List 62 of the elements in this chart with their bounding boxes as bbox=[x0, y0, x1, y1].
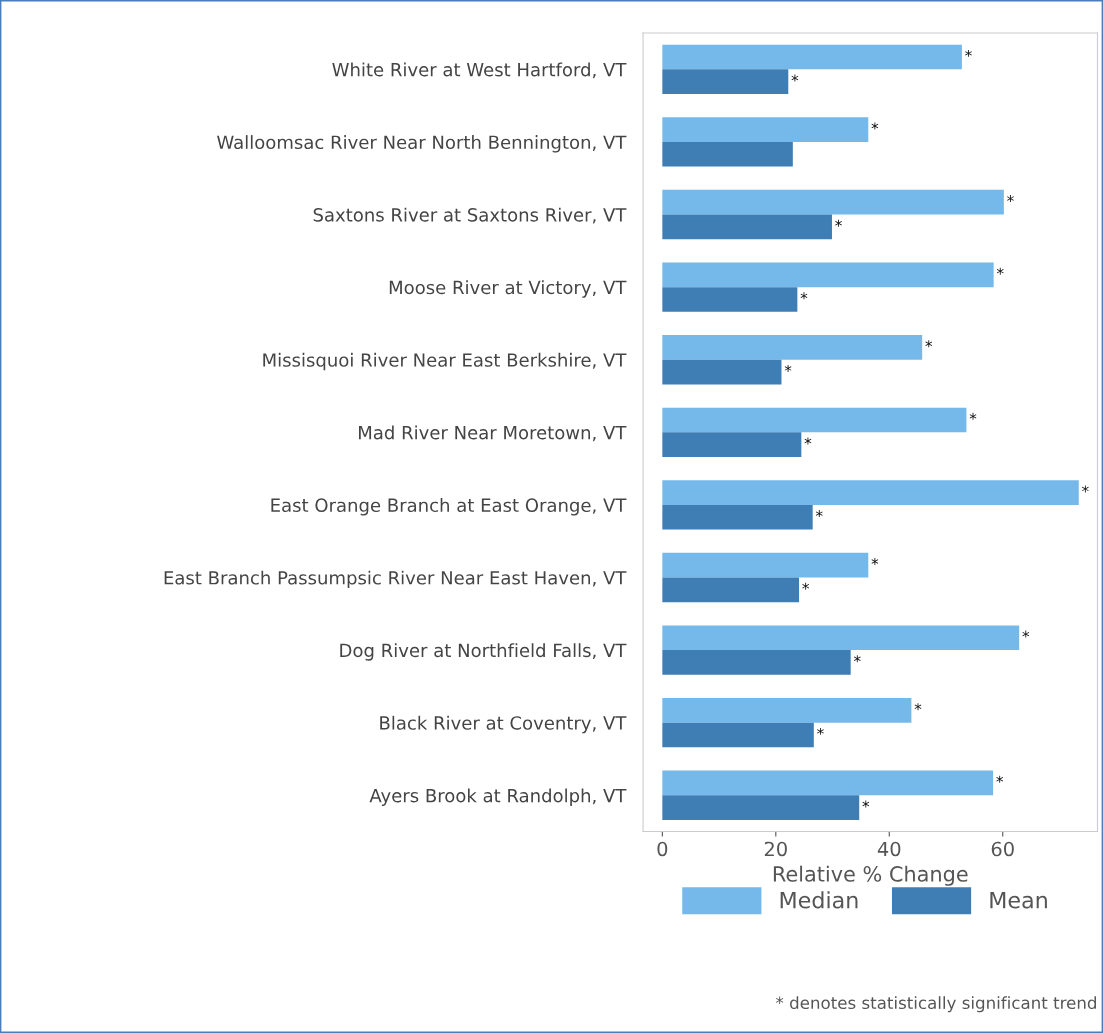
legend-label: Mean bbox=[990, 891, 1047, 909]
data-label: * bbox=[817, 727, 824, 735]
x-axis-title: Relative % Change bbox=[773, 865, 968, 886]
data-label: * bbox=[862, 800, 870, 808]
bar bbox=[662, 432, 802, 457]
bar bbox=[662, 335, 923, 360]
data-label: * bbox=[871, 122, 879, 130]
x-tick-label: 60 bbox=[991, 841, 1014, 857]
x-tick-label: 40 bbox=[877, 841, 901, 857]
y-tick-label: Saxtons River at Saxtons River, VT bbox=[313, 207, 627, 224]
data-label: * bbox=[804, 437, 812, 445]
bar bbox=[662, 189, 1004, 215]
data-label: * bbox=[835, 219, 842, 227]
data-label: * bbox=[969, 412, 977, 420]
legend-label: Median bbox=[780, 891, 858, 909]
bar bbox=[662, 262, 994, 288]
y-tick-label: Black River at Coventry, VT bbox=[380, 715, 627, 734]
bar bbox=[662, 214, 832, 240]
y-tick-label: East Branch Passumpsic River Near East Haven, VT bbox=[164, 570, 627, 589]
data-label: * bbox=[815, 510, 823, 518]
bar bbox=[662, 69, 789, 95]
bar bbox=[662, 795, 860, 820]
y-tick-label: Moose River at Victory, VT bbox=[389, 280, 627, 298]
bar bbox=[662, 770, 994, 796]
bar bbox=[662, 625, 1020, 651]
data-label: * bbox=[800, 292, 808, 300]
bar bbox=[662, 504, 813, 530]
bar bbox=[662, 44, 962, 70]
bar bbox=[662, 407, 967, 433]
data-label: * bbox=[791, 74, 799, 82]
data-label: * bbox=[914, 703, 922, 711]
y-tick-label: White River at West Hartford, VT bbox=[332, 62, 627, 79]
x-tick-label: 0 bbox=[657, 841, 668, 857]
text: * denotes statistically significant trend bbox=[775, 996, 1096, 1013]
y-tick-label: East Orange Branch at East Orange, VT bbox=[271, 498, 627, 516]
data-label: * bbox=[925, 340, 933, 348]
data-label: * bbox=[871, 558, 879, 565]
data-label: * bbox=[784, 364, 792, 372]
bar bbox=[662, 650, 851, 675]
bar bbox=[662, 141, 793, 167]
bar bbox=[662, 480, 1079, 505]
y-tick-label: Dog River at Northfield Falls, VT bbox=[340, 643, 627, 661]
data-label: * bbox=[965, 49, 972, 57]
bar bbox=[662, 698, 912, 723]
data-label: * bbox=[996, 267, 1004, 275]
bar bbox=[662, 287, 798, 312]
data-label: * bbox=[853, 655, 861, 663]
bar bbox=[662, 577, 800, 603]
x-tick-label: 20 bbox=[764, 841, 787, 857]
data-label: * bbox=[996, 775, 1004, 783]
data-label: * bbox=[1082, 485, 1089, 493]
bar bbox=[662, 722, 814, 748]
bar bbox=[662, 552, 869, 578]
y-tick-label: Mad River Near Moretown, VT bbox=[359, 425, 627, 442]
data-label: * bbox=[1022, 630, 1030, 638]
bar bbox=[662, 117, 869, 142]
y-tick-label: Ayers Brook at Randolph, VT bbox=[369, 788, 627, 806]
data-label: * bbox=[1007, 195, 1014, 203]
bar bbox=[662, 359, 782, 385]
y-tick-label: Missisquoi River Near East Berkshire, VT bbox=[263, 352, 627, 371]
y-tick-label: Walloomsac River Near North Bennington, VT bbox=[217, 135, 627, 153]
data-label: * bbox=[802, 582, 810, 590]
